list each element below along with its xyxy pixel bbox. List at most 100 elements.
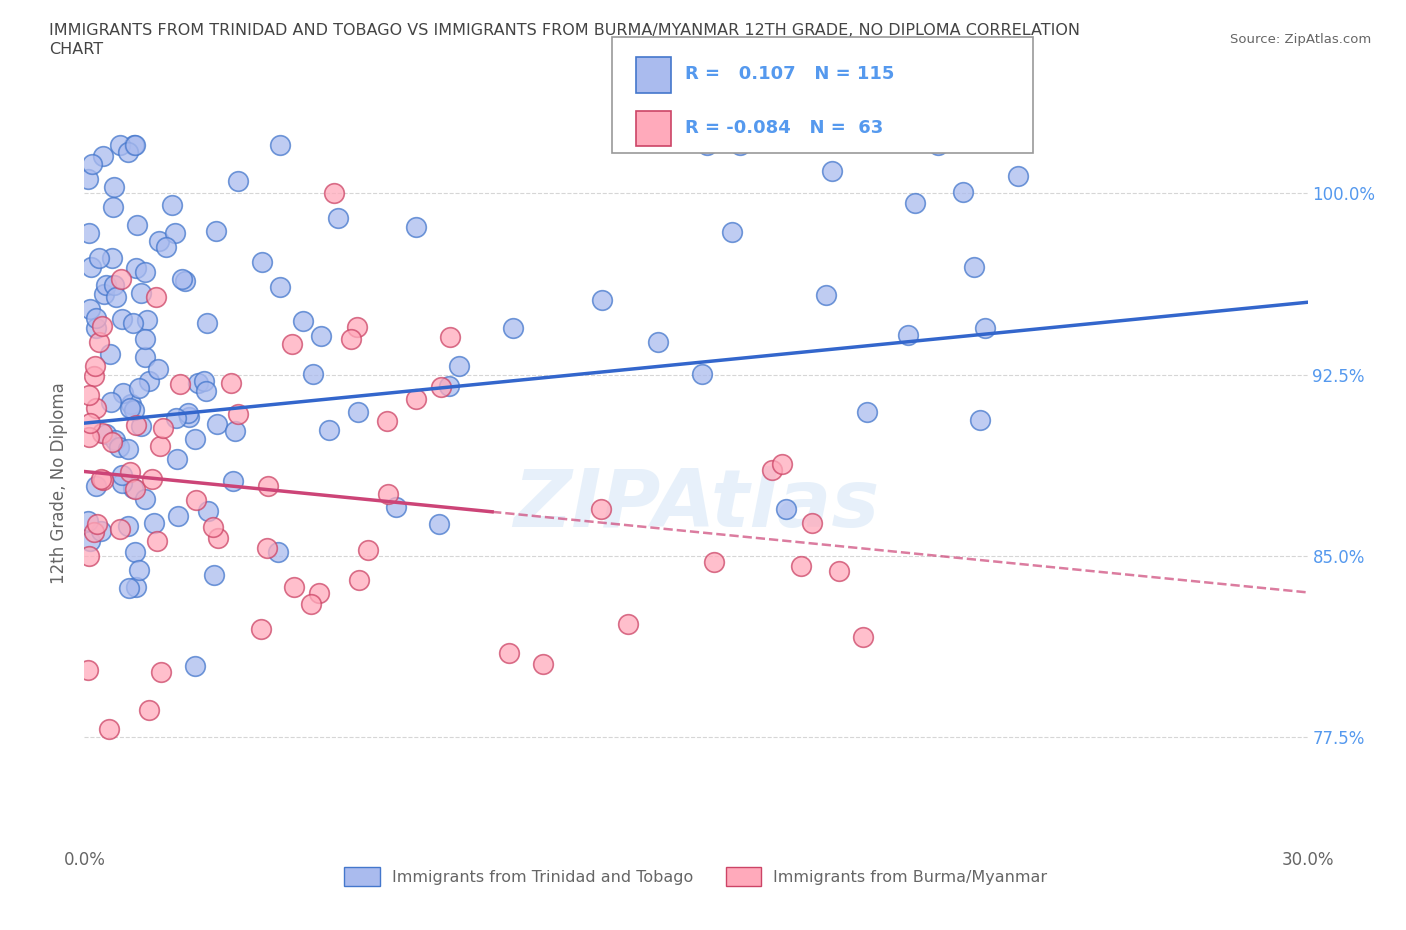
- Point: [184, 658, 207, 673]
- Point: [84, 478, 107, 493]
- Point: [205, 417, 228, 432]
- Point: [498, 645, 520, 660]
- Point: [280, 337, 302, 352]
- Point: [326, 210, 349, 225]
- Point: [963, 259, 986, 274]
- Point: [301, 366, 323, 381]
- Point: [117, 442, 139, 457]
- Point: [84, 320, 107, 335]
- Point: [375, 413, 398, 428]
- Point: [98, 722, 121, 737]
- Point: [169, 377, 191, 392]
- Point: [720, 224, 742, 239]
- Point: [86, 311, 108, 325]
- Point: [647, 334, 669, 349]
- Point: [224, 423, 246, 438]
- Point: [256, 541, 278, 556]
- Point: [118, 465, 141, 480]
- Point: [121, 316, 143, 331]
- Point: [118, 580, 141, 595]
- Point: [101, 251, 124, 266]
- Point: [79, 388, 101, 403]
- Point: [82, 156, 104, 171]
- Point: [856, 405, 879, 419]
- Point: [142, 516, 165, 531]
- Point: [111, 312, 134, 326]
- Point: [502, 321, 524, 336]
- Point: [184, 492, 207, 507]
- Point: [202, 520, 225, 535]
- Point: [101, 435, 124, 450]
- Point: [91, 148, 114, 163]
- Point: [148, 234, 170, 249]
- Point: [103, 200, 125, 215]
- Point: [927, 138, 949, 153]
- Point: [124, 545, 146, 560]
- Point: [250, 621, 273, 636]
- Point: [111, 467, 134, 482]
- Point: [690, 366, 713, 381]
- Point: [197, 503, 219, 518]
- Point: [377, 486, 399, 501]
- Y-axis label: 12th Grade, No Diploma: 12th Grade, No Diploma: [51, 383, 69, 584]
- Point: [122, 481, 145, 496]
- Point: [252, 255, 274, 270]
- Point: [79, 534, 101, 549]
- Point: [852, 629, 875, 644]
- Point: [100, 394, 122, 409]
- Point: [77, 513, 100, 528]
- Point: [821, 164, 844, 179]
- Point: [309, 328, 332, 343]
- Point: [291, 313, 314, 328]
- Point: [120, 397, 142, 412]
- Point: [134, 350, 156, 365]
- Point: [177, 405, 200, 420]
- Point: [110, 475, 132, 490]
- Point: [91, 319, 114, 334]
- Point: [952, 184, 974, 199]
- Point: [118, 401, 141, 416]
- Point: [269, 279, 291, 294]
- Point: [761, 462, 783, 477]
- Point: [447, 358, 470, 373]
- Point: [770, 457, 793, 472]
- Point: [117, 145, 139, 160]
- Point: [163, 225, 186, 240]
- Point: [79, 301, 101, 316]
- Point: [83, 359, 105, 374]
- Point: [591, 292, 613, 307]
- Point: [108, 138, 131, 153]
- Point: [87, 251, 110, 266]
- Point: [134, 491, 156, 506]
- Point: [112, 386, 135, 401]
- Point: [531, 657, 554, 671]
- Point: [187, 376, 209, 391]
- Point: [90, 472, 112, 486]
- Point: [790, 558, 813, 573]
- Point: [150, 664, 173, 679]
- Point: [170, 272, 193, 286]
- Point: [973, 321, 995, 336]
- Point: [207, 530, 229, 545]
- Point: [256, 479, 278, 494]
- Point: [195, 315, 218, 330]
- Point: [219, 376, 242, 391]
- Point: [299, 596, 322, 611]
- Point: [204, 223, 226, 238]
- Point: [167, 509, 190, 524]
- Point: [98, 347, 121, 362]
- Point: [283, 579, 305, 594]
- Point: [405, 392, 427, 406]
- Legend: Immigrants from Trinidad and Tobago, Immigrants from Burma/Myanmar: Immigrants from Trinidad and Tobago, Imm…: [337, 860, 1054, 893]
- Point: [138, 373, 160, 388]
- Point: [160, 198, 183, 213]
- Point: [617, 617, 640, 631]
- Point: [103, 179, 125, 194]
- Point: [104, 432, 127, 447]
- Point: [127, 218, 149, 232]
- Point: [125, 260, 148, 275]
- Point: [107, 440, 129, 455]
- Point: [384, 499, 406, 514]
- Point: [193, 373, 215, 388]
- Point: [84, 401, 107, 416]
